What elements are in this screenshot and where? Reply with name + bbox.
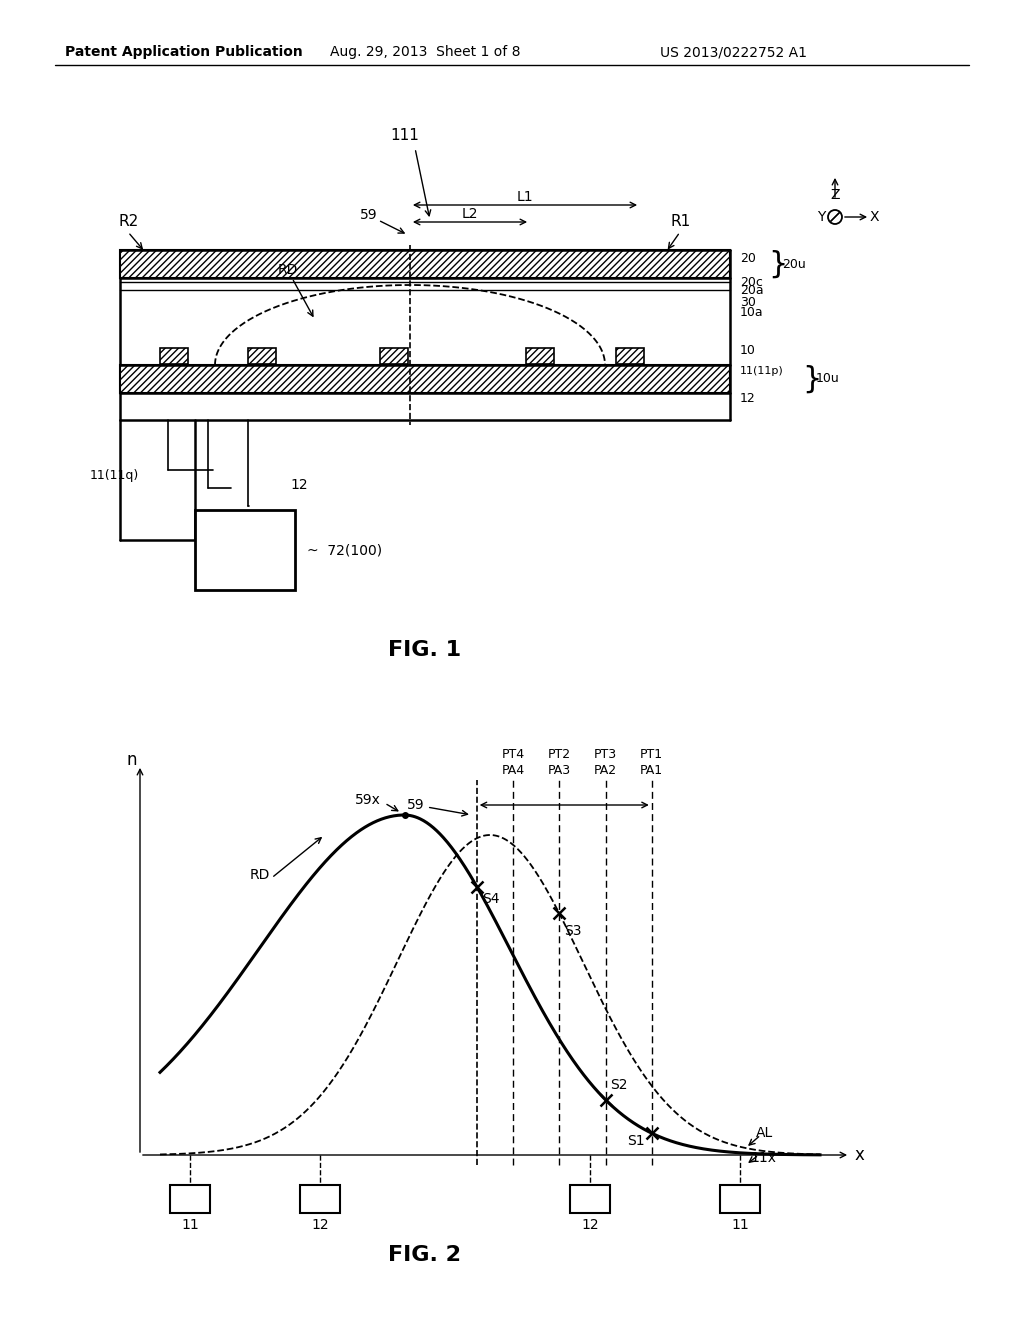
Text: 11(11p): 11(11p) — [740, 366, 783, 376]
Bar — [195, 510, 295, 590]
Text: X: X — [870, 210, 880, 224]
Text: S4: S4 — [482, 891, 500, 906]
Text: 11x: 11x — [751, 1151, 777, 1164]
Text: 11: 11 — [731, 1218, 749, 1232]
Text: Patent Application Publication: Patent Application Publication — [65, 45, 303, 59]
Text: S1: S1 — [627, 1134, 644, 1148]
Text: L1: L1 — [517, 190, 534, 205]
Text: L2: L2 — [462, 207, 478, 220]
Text: 12: 12 — [311, 1218, 329, 1232]
Text: 11: 11 — [181, 1218, 199, 1232]
Text: 10: 10 — [740, 343, 756, 356]
Text: 11(11q): 11(11q) — [90, 469, 139, 482]
Bar — [170, 1185, 210, 1213]
Bar — [570, 1185, 610, 1213]
Text: 111: 111 — [390, 128, 419, 143]
Bar — [300, 1185, 340, 1213]
Text: S3: S3 — [564, 924, 582, 939]
Bar — [120, 366, 730, 393]
Text: R1: R1 — [670, 214, 690, 230]
Text: 12: 12 — [582, 1218, 599, 1232]
Text: 59: 59 — [407, 799, 424, 812]
Text: 20: 20 — [740, 252, 756, 264]
Text: PA1: PA1 — [640, 763, 664, 776]
Text: 20a: 20a — [740, 284, 764, 297]
Bar — [526, 348, 554, 364]
Text: PT4: PT4 — [502, 748, 524, 762]
Text: PT2: PT2 — [548, 748, 570, 762]
Text: 30: 30 — [740, 296, 756, 309]
Text: PA3: PA3 — [548, 763, 570, 776]
Text: 20c: 20c — [740, 276, 763, 289]
Text: 20u: 20u — [782, 257, 806, 271]
Text: Y: Y — [817, 210, 825, 224]
Text: RD: RD — [250, 869, 270, 882]
Text: US 2013/0222752 A1: US 2013/0222752 A1 — [660, 45, 807, 59]
Bar — [720, 1185, 760, 1213]
Text: 12: 12 — [740, 392, 756, 405]
Text: FIG. 1: FIG. 1 — [388, 640, 462, 660]
Text: 59: 59 — [360, 209, 378, 222]
Text: n: n — [127, 751, 137, 770]
Bar — [616, 348, 644, 364]
Text: ~  72(100): ~ 72(100) — [307, 543, 382, 557]
Text: Aug. 29, 2013  Sheet 1 of 8: Aug. 29, 2013 Sheet 1 of 8 — [330, 45, 520, 59]
Bar — [120, 249, 730, 279]
Text: 10u: 10u — [816, 372, 840, 385]
Bar — [248, 348, 276, 364]
Text: AL: AL — [756, 1126, 773, 1140]
Text: 12: 12 — [290, 478, 307, 492]
Text: }: } — [768, 249, 787, 279]
Text: PA4: PA4 — [502, 763, 524, 776]
Text: 10a: 10a — [740, 305, 764, 318]
Text: }: } — [802, 364, 821, 393]
Text: R2: R2 — [118, 214, 138, 230]
Bar — [160, 348, 188, 364]
Text: 59x: 59x — [354, 793, 380, 807]
Text: FIG. 2: FIG. 2 — [388, 1245, 462, 1265]
Bar — [380, 348, 408, 364]
Text: S2: S2 — [610, 1077, 628, 1092]
Text: PA2: PA2 — [594, 763, 617, 776]
Text: x: x — [855, 1146, 865, 1164]
Text: Z: Z — [830, 187, 840, 202]
Text: RD: RD — [278, 263, 298, 277]
Text: PT3: PT3 — [594, 748, 617, 762]
Text: PT1: PT1 — [640, 748, 664, 762]
